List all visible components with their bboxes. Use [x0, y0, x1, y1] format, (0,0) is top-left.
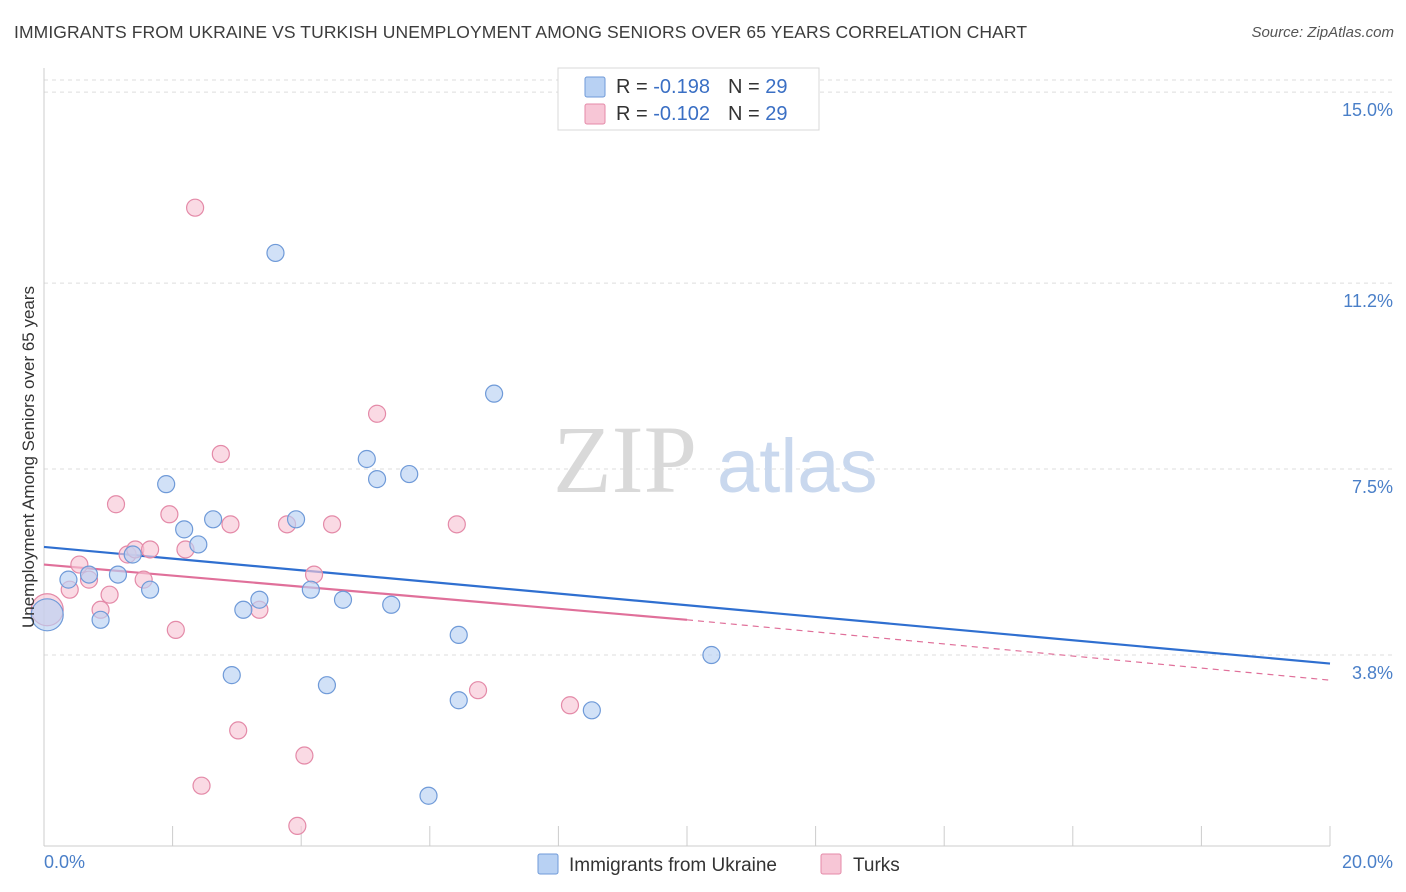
ukraine-point-19 — [357, 449, 376, 469]
watermark-atlas: atlas — [717, 424, 878, 509]
turks-point-26 — [447, 515, 466, 534]
ukraine-point-24 — [449, 625, 468, 645]
chart-title: IMMIGRANTS FROM UKRAINE VS TURKISH UNEMP… — [14, 22, 1028, 42]
turks-point-17 — [221, 515, 240, 534]
ukraine-point-13 — [250, 590, 269, 609]
ukraine-point-1 — [59, 570, 78, 589]
turks-point-23 — [304, 565, 324, 584]
legend-row-turks: R = -0.102 N = 29 — [616, 103, 787, 125]
ukraine-point-3 — [91, 610, 110, 629]
ukraine-point-22 — [400, 464, 419, 484]
ukraine-point-7 — [157, 475, 176, 494]
bottom-legend-swatch-ukraine — [537, 853, 559, 875]
y-tick-label-3: 15.0% — [1342, 100, 1393, 120]
turks-point-10 — [140, 540, 160, 559]
turks-point-11 — [160, 505, 179, 524]
turks-point-28 — [560, 696, 580, 715]
turks-point-16 — [211, 444, 230, 464]
y-axis-label: Unemployment Among Seniors over 65 years — [19, 286, 38, 628]
ukraine-point-25 — [449, 691, 468, 710]
turks-point-24 — [322, 515, 342, 534]
ukraine-point-0 — [30, 598, 64, 632]
ukraine-point-23 — [419, 786, 438, 805]
ukraine-point-10 — [204, 510, 223, 529]
bottom-legend-ukraine: Immigrants from Ukraine — [569, 855, 777, 876]
ukraine-point-12 — [234, 600, 253, 619]
legend: R = -0.198 N = 29 R = -0.102 N = 29 — [557, 67, 820, 131]
ukraine-point-27 — [582, 701, 601, 720]
ukraine-point-6 — [140, 580, 160, 599]
ukraine-point-28 — [702, 645, 721, 665]
bottom-legend: Immigrants from Ukraine Turks — [537, 853, 900, 876]
bottom-legend-swatch-turks — [820, 853, 842, 875]
ukraine-point-9 — [189, 535, 208, 554]
ukraine-point-18 — [333, 590, 353, 609]
legend-row-ukraine: R = -0.198 N = 29 — [616, 76, 787, 98]
trend-lines — [43, 545, 1331, 681]
ukraine-point-17 — [317, 676, 337, 695]
legend-swatch-pink — [584, 103, 606, 125]
watermark-zip: ZIP — [553, 406, 697, 513]
y-tick-labels: 3.8% 7.5% 11.2% 15.0% — [1342, 100, 1393, 683]
ukraine-point-5 — [123, 545, 142, 564]
turks-point-12 — [166, 620, 185, 639]
x-tick-label-min: 0.0% — [44, 852, 85, 872]
ukraine-point-4 — [108, 565, 128, 584]
ukraine-point-26 — [485, 384, 504, 403]
x-tick-label-max: 20.0% — [1342, 852, 1393, 872]
y-tick-label-1: 7.5% — [1352, 477, 1393, 497]
ukraine-point-11 — [222, 666, 241, 685]
axes — [43, 68, 1331, 847]
trend-line-turks-extension — [686, 619, 1331, 681]
data-points — [30, 198, 721, 835]
turks-point-15 — [192, 776, 211, 795]
turks-point-18 — [229, 721, 248, 740]
source-credit: Source: ZipAtlas.com — [1251, 24, 1394, 41]
trend-line-turks — [43, 563, 688, 621]
ukraine-point-20 — [367, 470, 387, 489]
ukraine-point-8 — [175, 520, 194, 539]
y-tick-label-2: 11.2% — [1343, 291, 1393, 311]
y-tick-label-0: 3.8% — [1352, 663, 1393, 683]
ukraine-point-16 — [301, 580, 320, 599]
turks-point-27 — [468, 681, 488, 700]
ukraine-point-21 — [382, 595, 401, 614]
watermark: ZIP atlas — [553, 406, 878, 513]
ukraine-point-14 — [266, 243, 285, 263]
ukraine-point-15 — [286, 510, 306, 529]
legend-swatch-blue — [584, 76, 606, 98]
trend-line-ukraine — [43, 545, 1331, 665]
grid-lines — [44, 79, 1393, 656]
turks-point-5 — [100, 585, 119, 604]
turks-point-25 — [367, 404, 387, 423]
turks-point-6 — [106, 495, 126, 514]
turks-point-14 — [186, 198, 205, 217]
turks-point-22 — [295, 746, 314, 765]
bottom-legend-turks: Turks — [853, 855, 900, 876]
turks-point-21 — [288, 816, 307, 835]
ukraine-point-2 — [79, 565, 99, 584]
